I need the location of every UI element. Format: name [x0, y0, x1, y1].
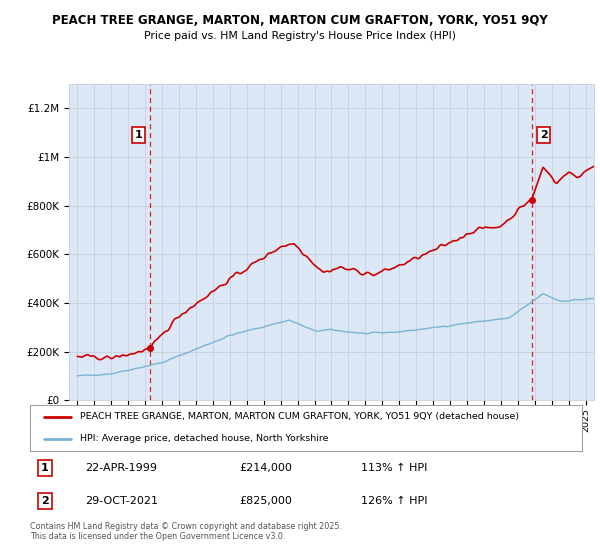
Text: 22-APR-1999: 22-APR-1999	[85, 463, 157, 473]
Text: PEACH TREE GRANGE, MARTON, MARTON CUM GRAFTON, YORK, YO51 9QY: PEACH TREE GRANGE, MARTON, MARTON CUM GR…	[52, 14, 548, 27]
Text: 113% ↑ HPI: 113% ↑ HPI	[361, 463, 428, 473]
Text: PEACH TREE GRANGE, MARTON, MARTON CUM GRAFTON, YORK, YO51 9QY (detached house): PEACH TREE GRANGE, MARTON, MARTON CUM GR…	[80, 412, 519, 421]
Text: HPI: Average price, detached house, North Yorkshire: HPI: Average price, detached house, Nort…	[80, 435, 328, 444]
Text: £825,000: £825,000	[240, 496, 293, 506]
Text: 2: 2	[540, 130, 548, 140]
Text: 126% ↑ HPI: 126% ↑ HPI	[361, 496, 428, 506]
Text: 1: 1	[135, 130, 142, 140]
Text: 29-OCT-2021: 29-OCT-2021	[85, 496, 158, 506]
Text: 2: 2	[41, 496, 49, 506]
Text: £214,000: £214,000	[240, 463, 293, 473]
Text: 1: 1	[41, 463, 49, 473]
Text: Contains HM Land Registry data © Crown copyright and database right 2025.
This d: Contains HM Land Registry data © Crown c…	[30, 522, 342, 542]
Text: Price paid vs. HM Land Registry's House Price Index (HPI): Price paid vs. HM Land Registry's House …	[144, 31, 456, 41]
